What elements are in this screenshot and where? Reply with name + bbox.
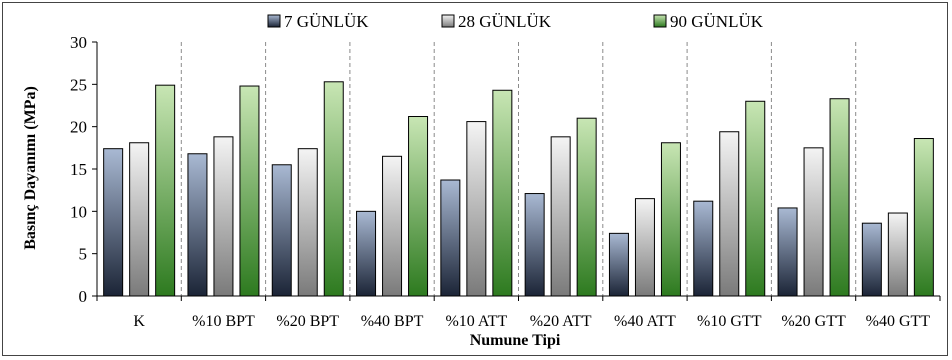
bar-28-day <box>297 148 318 297</box>
y-tick-label: 30 <box>70 33 87 52</box>
bar-90-day <box>660 142 681 297</box>
legend-label: 90 GÜNLÜK <box>670 12 764 31</box>
bar-28-day <box>634 198 655 297</box>
legend-swatch <box>653 14 667 28</box>
bar-28-day <box>803 147 824 297</box>
bar-90-day <box>829 98 850 297</box>
y-tick-label: 25 <box>70 75 87 94</box>
x-tick-label: %20 ATT <box>530 313 592 330</box>
bar-90-day <box>492 89 513 297</box>
bar-7-day <box>608 232 629 297</box>
bar-7-day <box>356 210 377 297</box>
legend-label: 7 GÜNLÜK <box>284 12 369 31</box>
bar-7-day <box>861 222 882 297</box>
y-axis-label: Basınç Dayanımı (MPa) <box>22 86 39 250</box>
bar-28-day <box>382 155 403 297</box>
bar-7-day <box>103 148 124 297</box>
legend-label: 28 GÜNLÜK <box>458 12 552 31</box>
x-axis-label: Numune Tipi <box>470 332 561 349</box>
y-axis-ticks: 0 5 10 15 20 25 30 <box>70 33 97 306</box>
x-axis-ticks: K %10 BPT %20 BPT %40 BPT %10 ATT %20 ATT %40 … <box>96 296 941 330</box>
bar-90-day <box>155 84 176 297</box>
bar-90-day <box>745 100 766 297</box>
bar-28-day <box>129 142 150 297</box>
y-tick-label: 10 <box>70 202 87 221</box>
bar-90-day <box>323 81 344 297</box>
x-tick-label: %10 BPT <box>192 313 255 330</box>
x-tick-label: %40 ATT <box>614 313 676 330</box>
legend-swatch <box>267 14 281 28</box>
legend: 7 GÜNLÜK 28 GÜNLÜK 90 GÜNLÜK <box>267 12 764 31</box>
bars <box>103 81 934 297</box>
bar-90-day <box>913 138 934 297</box>
y-tick-label: 5 <box>79 245 88 264</box>
bar-7-day <box>440 179 461 297</box>
x-tick-label: K <box>133 313 145 330</box>
bar-90-day <box>408 116 429 297</box>
y-tick-label: 20 <box>70 118 87 137</box>
x-tick-label: %40 GTT <box>866 313 931 330</box>
bar-7-day <box>524 193 545 297</box>
bar-7-day <box>187 153 208 297</box>
x-tick-label: %20 BPT <box>276 313 339 330</box>
legend-swatch <box>441 14 455 28</box>
bar-28-day <box>466 121 487 297</box>
bar-7-day <box>271 164 292 297</box>
x-tick-label: %40 BPT <box>361 313 424 330</box>
bar-28-day <box>213 136 234 297</box>
bar-28-day <box>719 131 740 297</box>
bar-90-day <box>239 85 260 297</box>
x-tick-label: %10 GTT <box>697 313 762 330</box>
bar-7-day <box>693 200 714 297</box>
y-tick-label: 15 <box>70 160 87 179</box>
x-tick-label: %10 ATT <box>445 313 507 330</box>
y-tick-label: 0 <box>79 287 88 306</box>
bar-28-day <box>550 136 571 297</box>
category-separators <box>180 42 857 296</box>
bar-28-day <box>887 212 908 297</box>
bar-7-day <box>777 207 798 297</box>
bar-90-day <box>576 117 597 297</box>
x-tick-label: %20 GTT <box>781 313 846 330</box>
